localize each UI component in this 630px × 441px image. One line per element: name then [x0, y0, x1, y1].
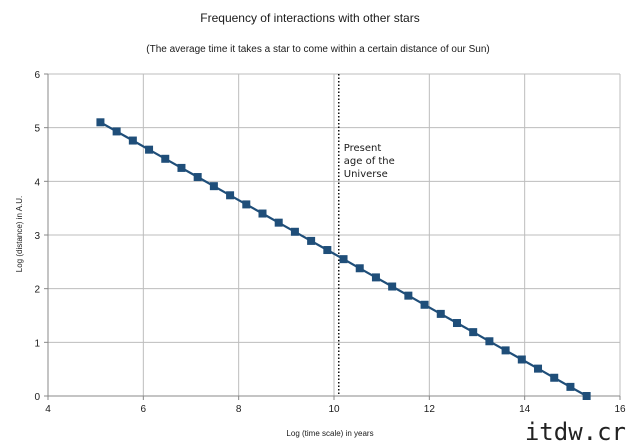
data-point-marker — [517, 355, 526, 364]
y-tick-label: 4 — [34, 177, 40, 188]
data-point-marker — [96, 118, 105, 127]
data-point-marker — [128, 136, 137, 145]
x-tick-label: 16 — [614, 404, 626, 415]
data-point-marker — [177, 163, 186, 172]
data-point-marker — [307, 236, 316, 245]
y-tick-label: 2 — [34, 285, 40, 296]
data-point-marker — [452, 319, 461, 328]
data-point-marker — [501, 346, 510, 355]
data-point-marker — [323, 246, 332, 255]
x-tick-label: 4 — [45, 404, 51, 415]
data-point-marker — [290, 227, 299, 236]
x-tick-label: 14 — [519, 404, 531, 415]
annotation-text: age of the — [344, 156, 395, 167]
data-point-marker — [420, 300, 429, 309]
x-tick-label: 12 — [424, 404, 436, 415]
data-point-marker — [242, 200, 251, 209]
data-point-marker — [112, 127, 121, 136]
data-point-marker — [161, 154, 170, 163]
data-point-marker — [404, 291, 413, 300]
watermark: itdw.cr — [525, 418, 626, 441]
data-point-marker — [469, 328, 478, 337]
data-point-marker — [566, 382, 575, 391]
chart-title: Frequency of interactions with other sta… — [200, 11, 419, 25]
y-tick-label: 5 — [34, 124, 40, 135]
x-axis-ticks: 4 6 8 10 12 14 16 — [45, 396, 626, 415]
data-point-marker — [582, 392, 591, 400]
x-tick-label: 10 — [328, 404, 340, 415]
data-point-marker — [371, 273, 380, 282]
annotation-text: Present — [344, 143, 382, 154]
data-point-marker — [388, 282, 397, 291]
y-tick-label: 1 — [34, 338, 40, 349]
data-point-marker — [436, 309, 445, 318]
data-point-marker — [550, 373, 559, 382]
y-axis-label: Log (distance) in A.U. — [15, 196, 24, 272]
data-point-marker — [145, 145, 154, 154]
y-tick-label: 3 — [34, 231, 40, 242]
data-point-marker — [258, 209, 267, 218]
x-axis-label: Log (time scale) in years — [286, 429, 373, 438]
data-point-marker — [226, 191, 235, 200]
chart-subtitle: (The average time it takes a star to com… — [146, 44, 490, 55]
data-point-marker — [339, 255, 348, 264]
data-point-marker — [485, 337, 494, 346]
annotation: Present age of the Universe — [338, 74, 395, 396]
y-axis-ticks: 0 1 2 3 4 5 6 — [34, 70, 48, 403]
data-point-marker — [193, 173, 202, 182]
data-point-marker — [355, 264, 364, 273]
annotation-text: Universe — [344, 169, 388, 180]
data-point-marker — [209, 182, 218, 191]
y-tick-label: 6 — [34, 70, 40, 81]
data-series — [96, 118, 591, 400]
x-tick-label: 8 — [236, 404, 242, 415]
x-tick-label: 6 — [141, 404, 147, 415]
grid — [47, 73, 621, 397]
data-point-marker — [274, 218, 283, 227]
y-tick-label: 0 — [34, 392, 40, 403]
data-point-marker — [534, 364, 543, 373]
